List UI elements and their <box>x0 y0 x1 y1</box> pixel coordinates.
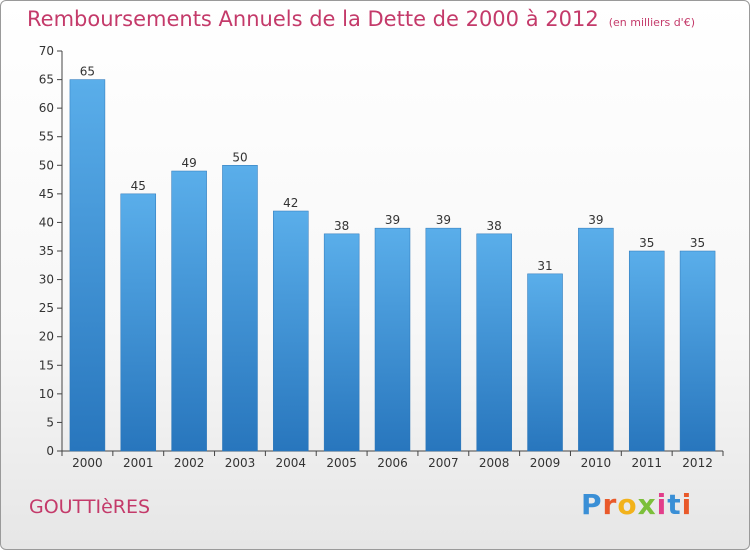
bar-value-label: 38 <box>487 219 502 233</box>
y-tick-label: 0 <box>46 444 54 458</box>
bar <box>273 210 309 452</box>
y-tick-label: 70 <box>39 44 54 58</box>
logo-letter: o <box>617 488 638 521</box>
x-tick-label: 2000 <box>72 456 103 470</box>
x-tick-label: 2005 <box>326 456 357 470</box>
bar-value-label: 39 <box>436 213 451 227</box>
x-tick-label: 2006 <box>377 456 408 470</box>
bar <box>222 165 258 452</box>
bar <box>527 273 563 452</box>
chart-title-text: Remboursements Annuels de la Dette de 20… <box>27 7 599 31</box>
bar-value-label: 65 <box>80 65 95 79</box>
y-tick-label: 65 <box>39 73 54 87</box>
bar-value-label: 35 <box>690 236 705 250</box>
y-tick-label: 40 <box>39 215 54 229</box>
bars: 65 45 49 50 42 38 39 39 38 31 39 35 35 <box>69 65 716 452</box>
logo-letter: r <box>602 488 618 521</box>
y-tick-label: 50 <box>39 158 54 172</box>
logo-letter: t <box>667 488 682 521</box>
y-tick-label: 20 <box>39 330 54 344</box>
y-tick-label: 45 <box>39 187 54 201</box>
y-tick-label: 30 <box>39 273 54 287</box>
logo-letter: i <box>681 488 693 521</box>
logo-letter: P <box>581 488 603 521</box>
x-tick-label: 2004 <box>276 456 307 470</box>
y-tick-label: 10 <box>39 387 54 401</box>
bar <box>171 170 207 452</box>
bar-value-label: 35 <box>639 236 654 250</box>
bar-value-label: 38 <box>334 219 349 233</box>
y-tick-label: 60 <box>39 101 54 115</box>
bar-value-label: 31 <box>537 259 552 273</box>
chart-subtitle: (en milliers d'€) <box>608 16 695 29</box>
bar <box>679 250 716 452</box>
y-tick-label: 15 <box>39 358 54 372</box>
x-tick-label: 2008 <box>479 456 510 470</box>
y-tick-label: 5 <box>46 415 54 429</box>
bar-value-label: 45 <box>131 179 146 193</box>
x-tick-label: 2011 <box>631 456 662 470</box>
proxiti-logo: Proxiti <box>581 488 692 521</box>
bar-value-label: 50 <box>232 150 247 164</box>
bar <box>69 79 106 452</box>
x-tick-label: 2003 <box>225 456 256 470</box>
x-tick-label: 2009 <box>530 456 561 470</box>
bar <box>374 227 411 452</box>
bar <box>476 233 512 452</box>
bar <box>578 227 614 452</box>
bar <box>628 250 665 452</box>
x-tick-label: 2012 <box>682 456 713 470</box>
chart-title: Remboursements Annuels de la Dette de 20… <box>27 7 695 31</box>
x-tick-label: 2002 <box>174 456 205 470</box>
x-tick-label: 2010 <box>581 456 612 470</box>
bar <box>425 227 462 452</box>
bar-value-label: 49 <box>181 156 196 170</box>
x-tick-label: 2007 <box>428 456 459 470</box>
y-tick-label: 55 <box>39 130 54 144</box>
bar <box>120 193 157 452</box>
bar-value-label: 39 <box>588 213 603 227</box>
y-tick-label: 25 <box>39 301 54 315</box>
y-tick-label: 35 <box>39 244 54 258</box>
x-tick-label: 2001 <box>123 456 154 470</box>
axes: 0 5 10 15 20 25 30 35 40 45 50 55 60 65 70 2000 2001 2002… <box>39 44 724 470</box>
bar-value-label: 42 <box>283 196 298 210</box>
bar <box>323 233 360 452</box>
bar-value-label: 39 <box>385 213 400 227</box>
commune-name: GOUTTIèRES <box>29 496 151 518</box>
logo-letter: x <box>637 488 657 521</box>
logo-letter: i <box>656 488 668 521</box>
